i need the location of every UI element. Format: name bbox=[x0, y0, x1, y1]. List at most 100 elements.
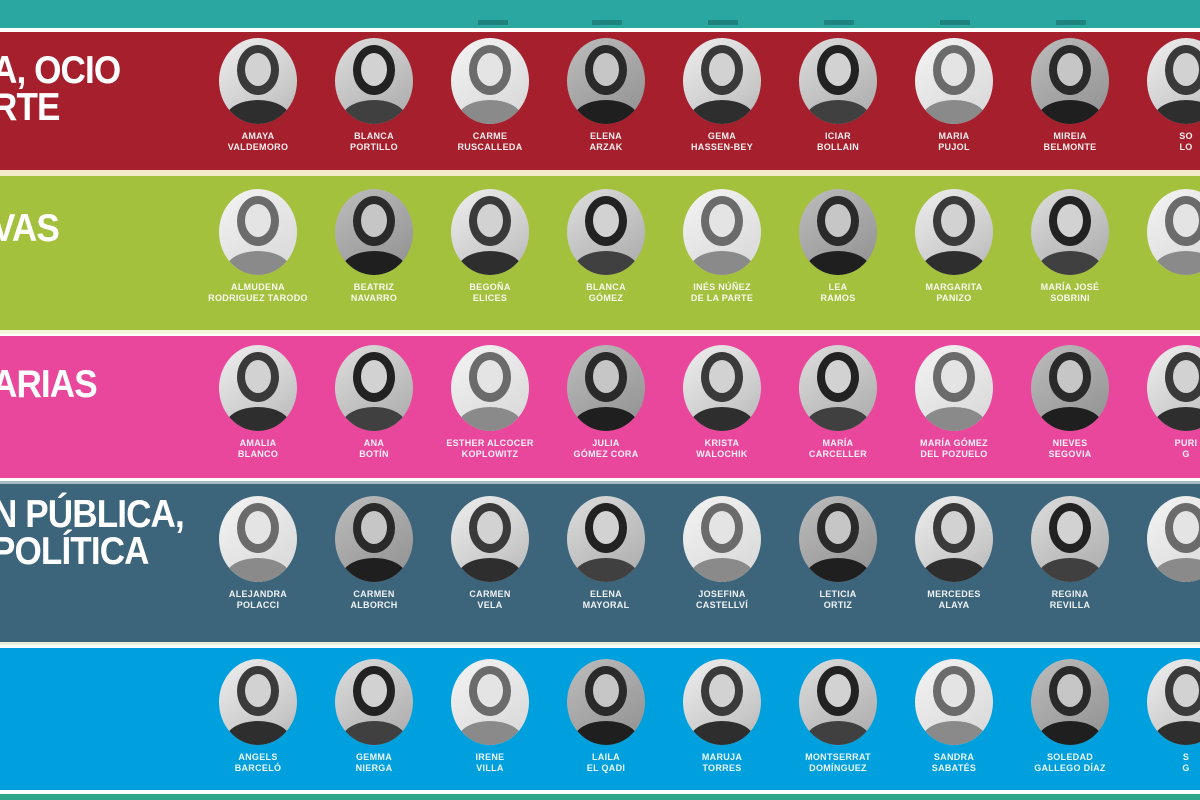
person-name: CARMEN VELA bbox=[469, 589, 510, 610]
portrait-photo bbox=[1031, 496, 1109, 582]
portrait-photo bbox=[915, 659, 993, 745]
person-name-line-1: SANDRA bbox=[933, 752, 975, 762]
person-card: MARGARITA PANIZO bbox=[896, 189, 1012, 303]
person-card: ALEJANDRA POLACCI bbox=[200, 496, 316, 610]
avatar-face bbox=[245, 204, 271, 237]
divider bbox=[0, 28, 1200, 32]
portrait-photo bbox=[567, 496, 645, 582]
person-name-line-2: VALDEMORO bbox=[227, 141, 289, 152]
category-label: A, OCIO RTE bbox=[0, 51, 121, 129]
person-name-line-2: RODRIGUEZ TARODO bbox=[208, 292, 308, 303]
avatar-torso bbox=[342, 558, 406, 582]
avatar-face bbox=[709, 204, 735, 237]
people-row: ALEJANDRA POLACCI CARMEN ALBORCH CARMEN … bbox=[200, 484, 1200, 610]
person-card: ESTHER ALCOCER KOPLOWITZ bbox=[432, 345, 548, 459]
person-name-line-2: VELA bbox=[477, 599, 503, 610]
avatar-face bbox=[1057, 53, 1083, 86]
person-name-line-2: ORTIZ bbox=[823, 599, 853, 610]
bottom-banner bbox=[0, 794, 1200, 800]
avatar-face bbox=[709, 674, 735, 707]
cropped-text-remnant bbox=[592, 20, 622, 25]
avatar-face bbox=[1173, 511, 1199, 544]
avatar-face bbox=[361, 204, 387, 237]
person-name-line-2: ALBORCH bbox=[350, 599, 398, 610]
avatar-torso bbox=[922, 721, 986, 745]
avatar-face bbox=[245, 360, 271, 393]
person-name: NIEVES SEGOVIA bbox=[1048, 438, 1091, 459]
avatar-torso bbox=[1038, 558, 1102, 582]
person-name: S G bbox=[1182, 752, 1189, 773]
cropped-text-remnant bbox=[478, 20, 508, 25]
avatar-face bbox=[941, 360, 967, 393]
person-name: ICIAR BOLLAIN bbox=[817, 131, 859, 152]
person-name-line-1: MARGARITA bbox=[925, 282, 983, 292]
person-name: AMALIA BLANCO bbox=[238, 438, 278, 459]
avatar-torso bbox=[226, 558, 290, 582]
avatar-torso bbox=[458, 100, 522, 124]
portrait-photo bbox=[1031, 345, 1109, 431]
avatar-torso bbox=[1038, 251, 1102, 275]
avatar-torso bbox=[690, 721, 754, 745]
avatar-torso bbox=[574, 558, 638, 582]
portrait-photo bbox=[1147, 189, 1200, 275]
person-name: MARIA PUJOL bbox=[938, 131, 970, 152]
avatar-torso bbox=[690, 407, 754, 431]
divider bbox=[0, 330, 1200, 336]
person-card: INÉS NÚÑEZ DE LA PARTE bbox=[664, 189, 780, 303]
person-name-line-2: DE LA PARTE bbox=[690, 292, 754, 303]
person-name: ALEJANDRA POLACCI bbox=[229, 589, 287, 610]
person-name-line-2: ALAYA bbox=[938, 599, 970, 610]
category-band-directivas: VAS ALMUDENA RODRIGUEZ TARODO BEATRIZ NA… bbox=[0, 176, 1200, 330]
person-name-line-1: MERCEDES bbox=[927, 589, 981, 599]
person-card: MERCEDES ALAYA bbox=[896, 496, 1012, 610]
category-label-line: N PÚBLICA, bbox=[0, 493, 185, 536]
person-name: ALMUDENA RODRIGUEZ TARODO bbox=[208, 282, 308, 303]
person-card: MIREIA BELMONTE bbox=[1012, 38, 1128, 152]
person-card: BLANCA GÓMEZ bbox=[548, 189, 664, 303]
person-card: JOSEFINA CASTELLVÍ bbox=[664, 496, 780, 610]
person-name-line-2: EL QADI bbox=[586, 762, 626, 773]
portrait-photo bbox=[219, 496, 297, 582]
person-card: MARÍA GÓMEZ DEL POZUELO bbox=[896, 345, 1012, 459]
person-card: ALMUDENA RODRIGUEZ TARODO bbox=[200, 189, 316, 303]
avatar-torso bbox=[342, 251, 406, 275]
person-card: MARÍA CARCELLER bbox=[780, 345, 896, 459]
person-name-line-2: PUJOL bbox=[938, 141, 970, 152]
person-name-line-2: SABATÉS bbox=[931, 762, 977, 773]
portrait-photo bbox=[1147, 345, 1200, 431]
person-name-line-1: MARIA bbox=[938, 131, 970, 141]
portrait-photo bbox=[1147, 659, 1200, 745]
category-label-line: RTE bbox=[0, 86, 60, 129]
avatar-face bbox=[477, 360, 503, 393]
person-name: ANA BOTÍN bbox=[359, 438, 389, 459]
avatar-torso bbox=[806, 100, 870, 124]
portrait-photo bbox=[799, 345, 877, 431]
person-name-line-2: BARCELÓ bbox=[234, 762, 282, 773]
avatar-face bbox=[1173, 674, 1199, 707]
person-name: ANGELS BARCELÓ bbox=[235, 752, 282, 773]
portrait-photo bbox=[335, 189, 413, 275]
avatar-torso bbox=[458, 721, 522, 745]
avatar-face bbox=[941, 204, 967, 237]
person-name-line-2: WALOCHIK bbox=[696, 448, 748, 459]
avatar-torso bbox=[1038, 721, 1102, 745]
portrait-photo bbox=[451, 659, 529, 745]
avatar-torso bbox=[806, 251, 870, 275]
person-card: MARÍA JOSÉ SOBRINI bbox=[1012, 189, 1128, 303]
person-name: JOSEFINA CASTELLVÍ bbox=[696, 589, 748, 610]
person-name: GEMMA NIERGA bbox=[356, 752, 393, 773]
person-card: AMALIA BLANCO bbox=[200, 345, 316, 459]
person-card: LEA RAMOS bbox=[780, 189, 896, 303]
avatar-face bbox=[1173, 53, 1199, 86]
avatar-face bbox=[825, 360, 851, 393]
avatar-face bbox=[1173, 204, 1199, 237]
person-name-line-1: IRENE bbox=[475, 752, 505, 762]
portrait-photo bbox=[1031, 659, 1109, 745]
portrait-photo bbox=[915, 189, 993, 275]
portrait-photo bbox=[683, 189, 761, 275]
avatar-torso bbox=[922, 407, 986, 431]
portrait-photo bbox=[567, 659, 645, 745]
person-name: BLANCA GÓMEZ bbox=[586, 282, 626, 303]
person-name-line-1: INÉS NÚÑEZ bbox=[693, 282, 751, 292]
avatar-face bbox=[1173, 360, 1199, 393]
